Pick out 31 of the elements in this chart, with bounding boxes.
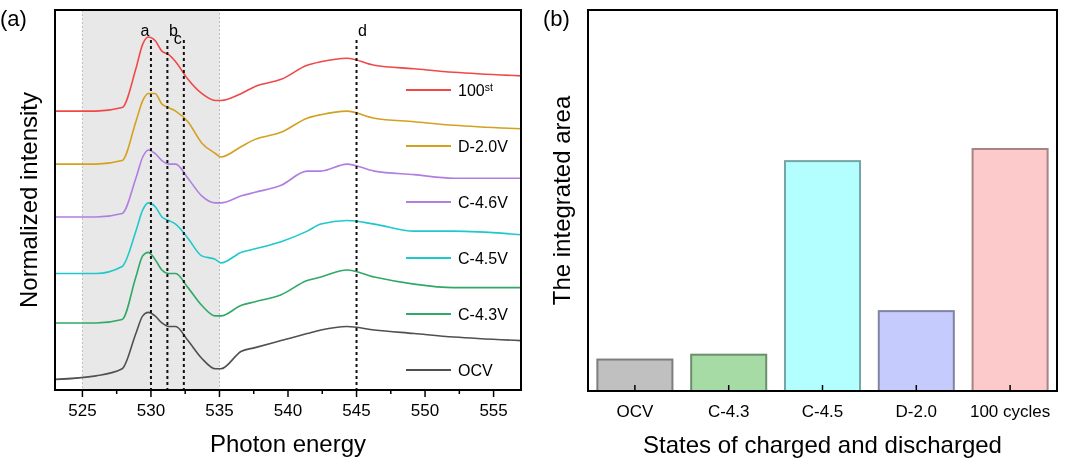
bar: [596, 358, 674, 392]
x-tick-label: 525: [68, 401, 97, 420]
x-tick-label: C-4.5: [801, 402, 844, 421]
bar: [877, 310, 955, 392]
ref-line-label: a: [140, 22, 150, 39]
x-tick-label: 535: [205, 401, 234, 420]
legend-label: OCV: [458, 362, 493, 379]
legend-label: 100$^{st}$: [458, 81, 493, 99]
y-axis-title: The integrated area: [548, 95, 575, 306]
y-axis-title: Normalized intensity: [15, 91, 42, 309]
x-tick-label: C-4.3: [707, 402, 750, 421]
chart-title: (a): [0, 6, 27, 31]
x-tick-label: D-2.0: [895, 402, 938, 421]
legend-label: C-4.5V: [458, 250, 509, 267]
chart-title: (b): [543, 6, 570, 31]
bar: [690, 353, 768, 392]
x-tick-label: 100 cycles: [969, 402, 1051, 421]
x-axis-title: Photon energy: [209, 430, 367, 457]
bar: [783, 160, 862, 392]
bar: [971, 148, 1049, 392]
x-tick-label: 550: [410, 401, 440, 420]
legend-label: C-4.6V: [458, 194, 509, 211]
x-axis-title: States of charged and discharged: [643, 431, 1002, 458]
legend-label: C-4.3V: [458, 306, 509, 323]
legend-label: D-2.0V: [458, 138, 509, 155]
x-tick-label: 540: [273, 401, 303, 420]
ref-line-label: d: [358, 22, 367, 39]
x-tick-label: 545: [342, 401, 371, 420]
x-tick-label: OCV: [616, 402, 654, 421]
x-tick-label: 555: [479, 401, 508, 420]
x-tick-label: 530: [136, 401, 166, 420]
